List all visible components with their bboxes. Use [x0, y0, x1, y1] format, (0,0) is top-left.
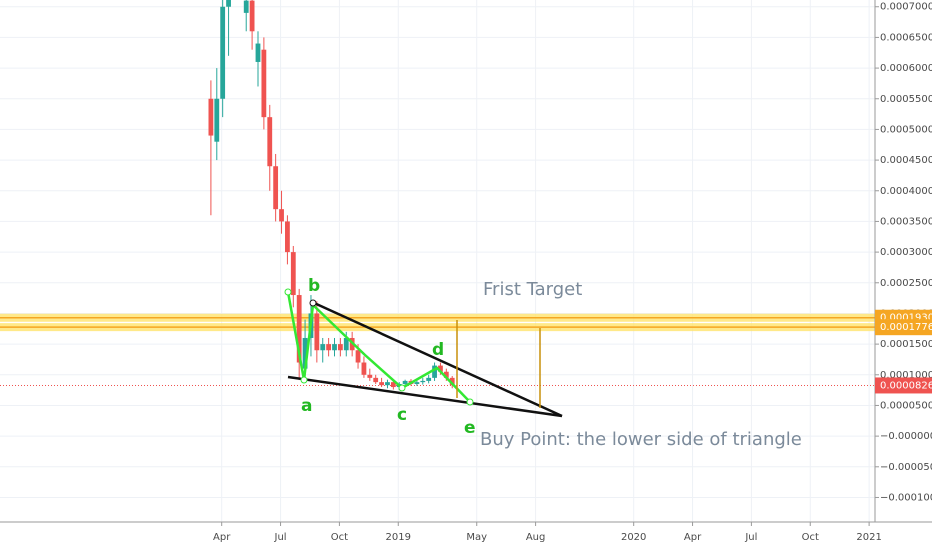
candle-body [314, 313, 320, 351]
y-tick-label: 0.0005000 [880, 124, 932, 135]
wave-label: b [308, 276, 320, 296]
candle-body [255, 43, 261, 62]
candle-body [226, 0, 231, 7]
candle-body [432, 365, 437, 378]
candle-body [426, 377, 432, 381]
x-tick-label: 2020 [621, 532, 646, 543]
candles [208, 0, 455, 391]
candle-body [402, 380, 408, 384]
wave-point [466, 398, 474, 406]
x-tick-label: Jul [744, 532, 757, 543]
wave-label: e [464, 418, 476, 438]
wave-point [300, 376, 308, 384]
x-tick-label: 2021 [856, 532, 881, 543]
candle-body [290, 252, 296, 296]
annotation: Frist Target [483, 279, 582, 300]
price-tag [875, 377, 932, 394]
y-tick-label: 0.0000500 [880, 400, 932, 411]
candle-body [273, 166, 279, 210]
candle-body [320, 344, 326, 351]
axes: 0.0007000 0.0006500 0.0006000 0.0005500 0.00… [213, 2, 932, 543]
y-tick-label: −0.0001000 [880, 492, 932, 503]
candle-body [220, 6, 226, 99]
y-tick-label: −0.0000500 [880, 462, 932, 473]
candle-body [449, 377, 455, 386]
price-tag [875, 319, 932, 336]
x-tick-label: Apr [213, 532, 231, 543]
candle-body [379, 382, 384, 386]
price-tag-label: 0.0001930 [880, 313, 932, 324]
candle-body [420, 380, 426, 383]
x-tick-label: Oct [802, 532, 819, 543]
x-tick-label: 2019 [386, 532, 411, 543]
grid [0, 0, 875, 522]
candle-body [361, 362, 367, 375]
candle-body [414, 382, 420, 384]
triangle-lower [287, 375, 563, 418]
candle-body [343, 337, 349, 351]
bands [0, 313, 875, 386]
price-tag-label: 0.0000826 [880, 380, 932, 391]
y-tick-label: 0.0001500 [880, 339, 932, 350]
candle-body [279, 209, 284, 222]
y-tick-label: 0.0004000 [880, 186, 932, 197]
x-tick-label: Oct [331, 532, 348, 543]
candle-body [243, 0, 249, 13]
wave-point [284, 288, 292, 296]
y-tick-label: 0.0007000 [880, 2, 932, 13]
candle-body [302, 337, 308, 369]
drawings: a b c d e Frist Target Buy Point: the lo… [284, 276, 802, 450]
candle-body [385, 382, 390, 386]
triangle-upper [311, 300, 563, 418]
candle-body [373, 377, 379, 383]
y-tick-label: 0.0001000 [880, 370, 932, 381]
candle-body [367, 374, 373, 378]
y-tick-label: 0.0003000 [880, 247, 932, 258]
candle-body [249, 0, 255, 32]
candle-body [214, 98, 220, 142]
candle-body [438, 365, 443, 372]
y-tick-label: 0.0002500 [880, 278, 932, 289]
candle-body [337, 344, 343, 351]
candle-body [267, 117, 273, 167]
wave-label: d [432, 340, 444, 360]
candle-body [390, 382, 396, 388]
candle-body [332, 344, 337, 351]
y-tick-label: 0.0005500 [880, 94, 932, 105]
wave-point [398, 384, 406, 392]
candle-body [443, 371, 449, 378]
candle-body [326, 344, 332, 351]
y-tick-label: 0.0006500 [880, 32, 932, 43]
candle-body [285, 221, 290, 253]
wave-label: c [397, 405, 407, 425]
y-tick-label: −0.0000000 [880, 431, 932, 442]
candle-body [261, 49, 267, 118]
x-tick-label: Apr [684, 532, 702, 543]
x-tick-label: May [466, 532, 487, 543]
x-tick-label: Aug [526, 532, 546, 543]
price-tag-label: 0.0001776 [880, 322, 932, 333]
candle-body [208, 98, 214, 136]
y-tick-label: 0.0003500 [880, 216, 932, 227]
wave-point [309, 299, 317, 307]
wave-label: a [301, 396, 312, 416]
y-tick-label: 0.0006000 [880, 63, 932, 74]
y-tick-label: 0.0004500 [880, 155, 932, 166]
candle-body [296, 295, 302, 363]
candle-body [355, 350, 361, 363]
x-tick-label: Jul [274, 532, 287, 543]
annotation: Buy Point: the lower side of triangle [480, 429, 802, 450]
